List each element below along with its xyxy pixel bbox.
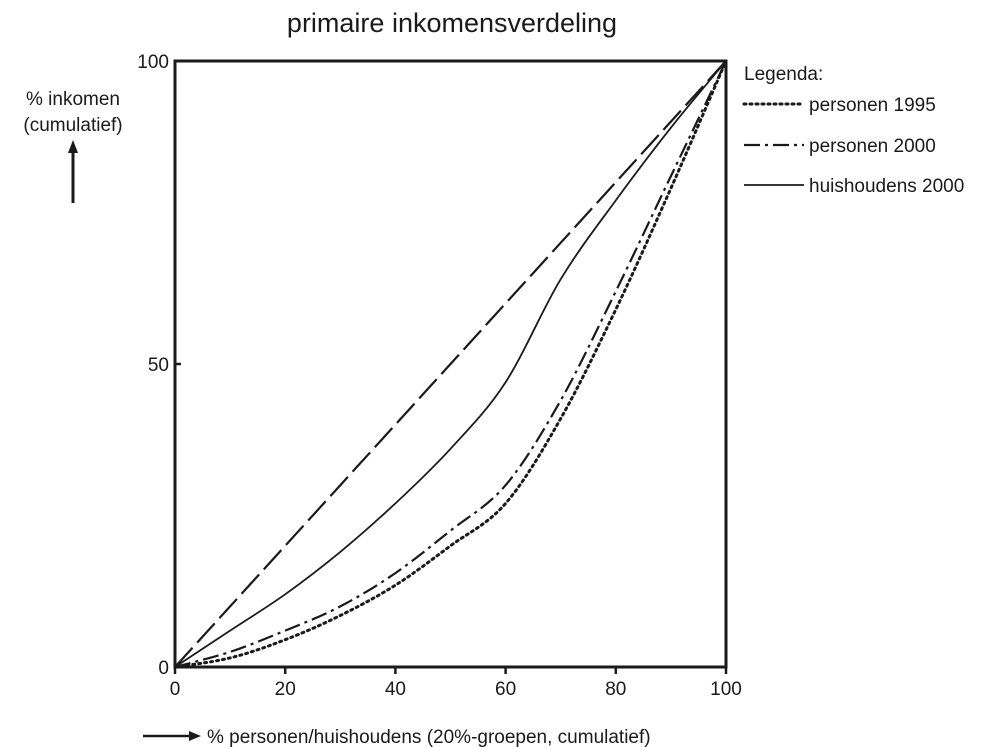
x-tick-label: 60 xyxy=(495,679,516,700)
y-tick-label: 50 xyxy=(148,355,169,376)
legend-label-1: personen 1995 xyxy=(809,95,936,116)
y-tick-label: 0 xyxy=(158,658,169,679)
y-axis-label-line2: (cumulatief) xyxy=(23,115,122,136)
chart-title: primaire inkomensverdeling xyxy=(287,8,617,38)
legend-title: Legenda: xyxy=(744,64,823,85)
series-line-3 xyxy=(174,60,727,668)
legend-label-3: huishoudens 2000 xyxy=(809,176,964,197)
y-ticks: 0 50 100 xyxy=(137,52,181,679)
series-line-2 xyxy=(174,60,727,669)
legend-label-2: personen 2000 xyxy=(809,136,936,157)
x-axis-label: % personen/huishoudens (20%-groepen, cum… xyxy=(207,727,651,747)
x-ticks: 0 20 40 60 80 100 xyxy=(170,667,742,700)
x-tick-label: 20 xyxy=(275,679,296,700)
y-tick-label: 100 xyxy=(137,52,169,73)
y-axis-label-line1: % inkomen xyxy=(26,89,120,110)
equality-line xyxy=(174,60,727,668)
x-tick-label: 0 xyxy=(170,679,181,700)
x-tick-label: 40 xyxy=(385,679,406,700)
x-tick-label: 100 xyxy=(710,679,742,700)
series-line-1 xyxy=(173,59,728,669)
x-axis-arrow-icon xyxy=(143,731,201,741)
legend: Legenda: personen 1995 personen 2000 huish… xyxy=(742,64,964,197)
series-layer xyxy=(173,59,728,669)
x-tick-label: 80 xyxy=(605,679,626,700)
y-axis-arrow-icon xyxy=(68,140,78,203)
